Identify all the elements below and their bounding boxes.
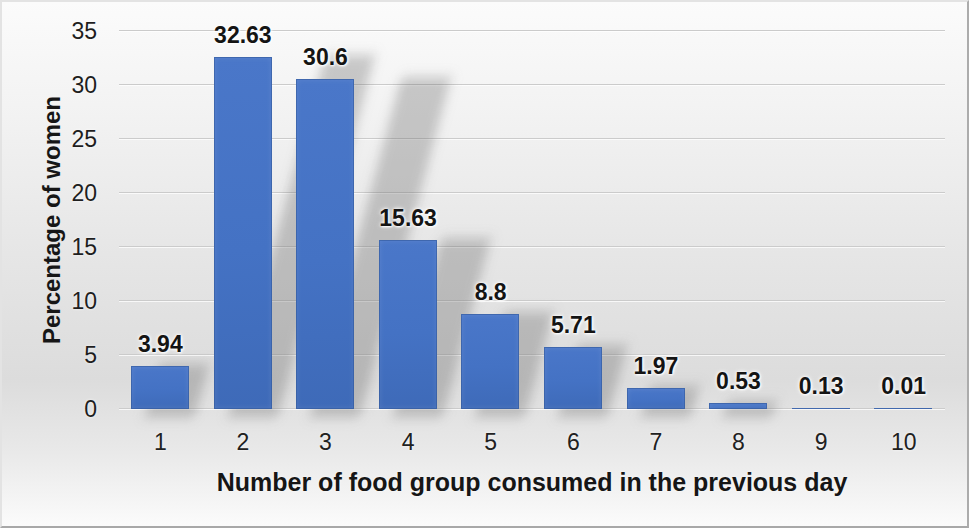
category-cell: 1.977 [615, 31, 698, 409]
category-cell: 0.0110 [862, 31, 945, 409]
category-cell: 32.632 [202, 31, 285, 409]
x-axis-title: Number of food group consumed in the pre… [217, 468, 848, 497]
x-tick-label: 8 [697, 427, 780, 457]
plot-area: 051015202530353.94132.63230.6315.6348.85… [119, 31, 945, 409]
y-tick-label: 35 [27, 17, 97, 45]
x-tick-label: 3 [284, 427, 367, 457]
x-tick-label: 1 [119, 427, 202, 457]
bar [709, 403, 767, 409]
category-cell: 0.139 [780, 31, 863, 409]
bar [874, 408, 932, 409]
category-cell: 3.941 [119, 31, 202, 409]
y-tick-label: 5 [27, 341, 97, 369]
bar [214, 57, 272, 409]
bar [544, 347, 602, 409]
x-tick-label: 4 [367, 427, 450, 457]
x-tick-label: 10 [862, 427, 945, 457]
x-tick-label: 7 [615, 427, 698, 457]
y-tick-label: 30 [27, 71, 97, 99]
x-tick-label: 6 [532, 427, 615, 457]
y-tick-label: 15 [27, 233, 97, 261]
bar-chart: Percentage of women 051015202530353.9413… [0, 0, 969, 528]
y-tick-label: 0 [27, 395, 97, 423]
bar [131, 366, 189, 409]
bar-value-label: 0.01 [842, 372, 965, 400]
x-tick-label: 2 [202, 427, 285, 457]
bar [379, 240, 437, 409]
x-tick-label: 9 [780, 427, 863, 457]
y-tick-label: 20 [27, 179, 97, 207]
bar [792, 408, 850, 409]
y-tick-label: 10 [27, 287, 97, 315]
bar [296, 79, 354, 409]
bar [627, 388, 685, 409]
category-cell: 8.85 [449, 31, 532, 409]
category-cell: 0.538 [697, 31, 780, 409]
y-tick-label: 25 [27, 125, 97, 153]
category-cell: 15.634 [367, 31, 450, 409]
x-tick-label: 5 [449, 427, 532, 457]
bar [461, 314, 519, 409]
